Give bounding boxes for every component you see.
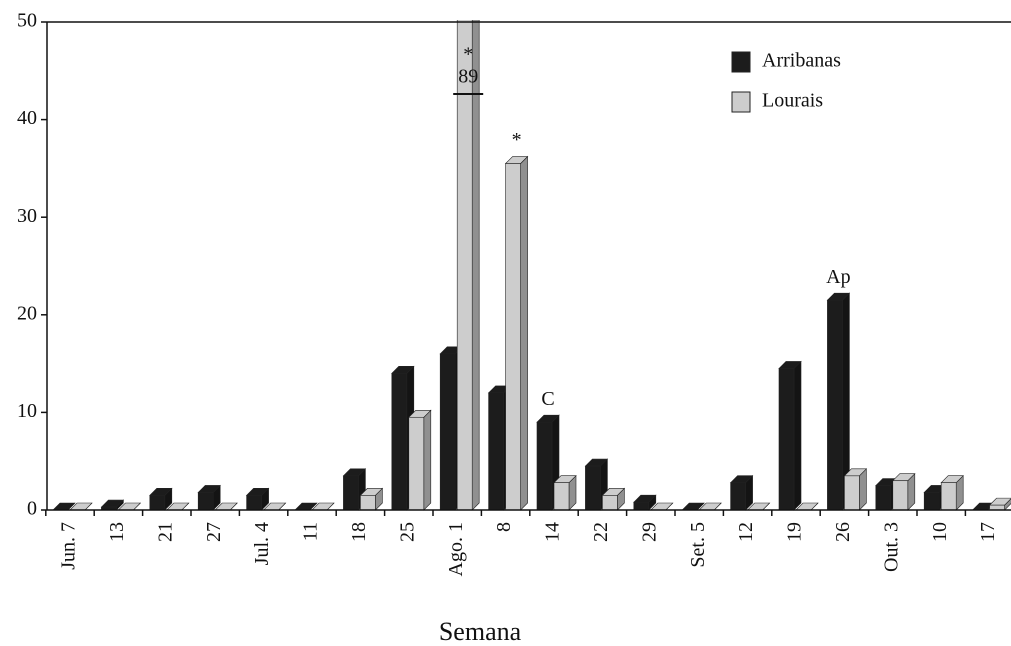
annotation: * xyxy=(463,44,473,66)
bar xyxy=(391,373,408,511)
x-tick-label: 29 xyxy=(638,522,660,542)
y-tick-label: 20 xyxy=(17,302,37,324)
bar-3d xyxy=(698,502,722,511)
x-tick-label: 22 xyxy=(590,522,612,542)
bar-3d xyxy=(892,472,916,511)
y-tick-label: 50 xyxy=(17,10,37,32)
bar-3d xyxy=(504,155,529,511)
bar-3d xyxy=(342,468,367,511)
x-tick-label: 13 xyxy=(106,522,128,542)
legend-label: Lourais xyxy=(762,90,823,112)
x-tick-label: 18 xyxy=(348,522,370,542)
bar xyxy=(940,482,957,511)
bar-side xyxy=(471,20,480,511)
bar xyxy=(505,163,521,511)
x-tick-label: 14 xyxy=(542,522,564,542)
bar-3d xyxy=(729,474,754,511)
bar-3d xyxy=(553,474,577,511)
bar-3d xyxy=(633,494,657,511)
bar xyxy=(343,475,359,511)
x-tick-label: 25 xyxy=(396,522,418,542)
bar xyxy=(536,421,553,511)
bar xyxy=(408,416,425,511)
x-tick-label: 26 xyxy=(832,522,854,542)
x-tick-label: 8 xyxy=(493,522,515,532)
bar-3d xyxy=(117,502,142,511)
bar xyxy=(360,495,376,511)
x-tick-label: Jul. 4 xyxy=(251,522,273,565)
x-tick-label: Set. 5 xyxy=(687,522,709,568)
bar xyxy=(633,501,650,511)
bar xyxy=(844,475,860,511)
bar xyxy=(730,482,746,511)
bar-3d xyxy=(940,474,964,511)
bar xyxy=(875,485,892,511)
bar xyxy=(488,392,504,511)
bar-side xyxy=(520,155,528,511)
annotation: * xyxy=(512,129,522,151)
x-tick-label: Ago. 1 xyxy=(445,522,467,576)
bar xyxy=(827,299,843,511)
x-tick-label: 12 xyxy=(735,522,757,542)
x-tick-label: Jun. 7 xyxy=(58,522,80,570)
x-tick-label: 27 xyxy=(203,522,225,542)
bar-3d xyxy=(988,497,1011,511)
bar-3d xyxy=(681,502,705,511)
annotation: C xyxy=(541,388,554,410)
value-label: 89 xyxy=(458,66,478,88)
bar-3d xyxy=(826,292,851,511)
bar-3d xyxy=(214,502,238,511)
bar-3d xyxy=(262,502,287,511)
bar xyxy=(197,492,214,511)
bar xyxy=(585,465,601,511)
annotation: Ap xyxy=(826,266,850,288)
bar xyxy=(923,492,940,511)
bar xyxy=(246,495,262,511)
bar-3d xyxy=(69,502,93,511)
x-tick-label: 17 xyxy=(977,522,999,542)
bar-3d xyxy=(359,487,384,511)
legend-swatch xyxy=(731,91,751,113)
bar xyxy=(553,482,570,511)
bar-3d xyxy=(408,409,432,511)
legend-label: Arribanas xyxy=(762,50,841,72)
x-tick-label: 19 xyxy=(784,522,806,542)
bar-3d xyxy=(456,20,480,511)
bar-side xyxy=(793,360,802,511)
bars xyxy=(52,20,1011,511)
x-tick-label: 11 xyxy=(300,522,322,541)
bar-3d xyxy=(778,360,802,511)
bar-3d xyxy=(843,468,868,511)
x-tick-label: Out. 3 xyxy=(880,522,902,572)
bar-3d xyxy=(149,487,173,511)
y-tick-label: 30 xyxy=(17,205,37,227)
legend-swatch xyxy=(731,51,751,73)
y-tick-label: 0 xyxy=(27,498,37,520)
x-tick-label: 10 xyxy=(929,522,951,542)
y-tick-label: 40 xyxy=(17,107,37,129)
bar-3d xyxy=(245,487,270,511)
x-axis-title: Semana xyxy=(439,617,522,646)
x-tick-label: 21 xyxy=(154,522,176,542)
bar xyxy=(149,495,166,511)
bar xyxy=(778,368,795,511)
bar-side xyxy=(423,409,432,511)
bar xyxy=(602,495,618,511)
bar xyxy=(892,480,909,511)
y-tick-label: 10 xyxy=(17,400,37,422)
bar-3d xyxy=(197,484,221,511)
bar xyxy=(439,353,456,511)
bar-3d xyxy=(601,487,626,511)
